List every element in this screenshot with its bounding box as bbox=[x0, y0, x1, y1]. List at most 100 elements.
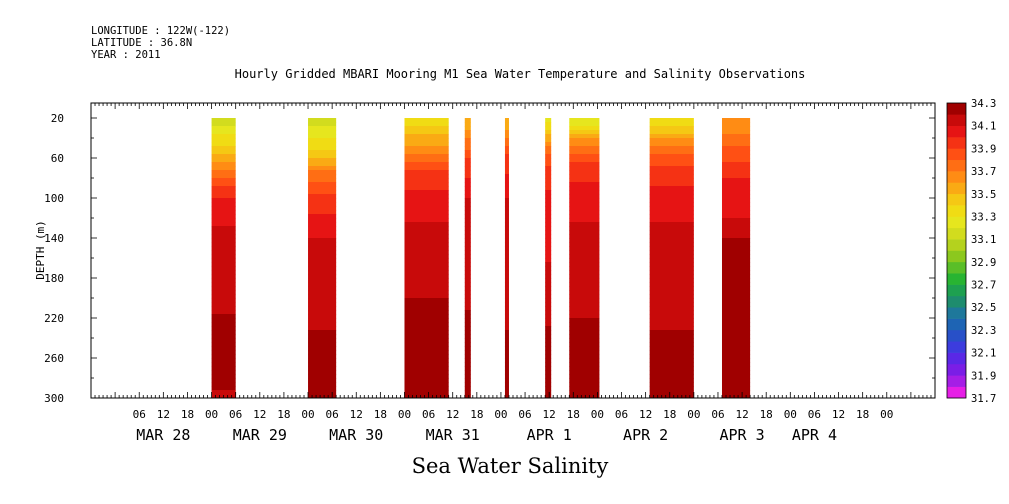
segment-8-cell bbox=[721, 186, 751, 191]
segment-0-cell bbox=[211, 302, 236, 307]
segment-7-cell bbox=[649, 214, 694, 219]
segment-5-cell bbox=[545, 310, 552, 315]
segment-0-cell bbox=[211, 354, 236, 359]
segment-7-cell bbox=[649, 202, 694, 207]
segment-5-cell bbox=[545, 166, 552, 171]
segment-7-cell bbox=[649, 358, 694, 363]
x-tick-label: 06 bbox=[133, 408, 146, 421]
date-label: MAR 29 bbox=[233, 426, 287, 444]
x-tick-label: 12 bbox=[543, 408, 556, 421]
segment-2-cell bbox=[404, 366, 449, 371]
segment-7-cell bbox=[649, 118, 694, 123]
segment-6-cell bbox=[569, 342, 600, 347]
segment-3-cell bbox=[464, 178, 471, 183]
segment-6-cell bbox=[569, 162, 600, 167]
segment-1-cell bbox=[308, 298, 337, 303]
segment-6-cell bbox=[569, 354, 600, 359]
segment-5-cell bbox=[545, 122, 552, 127]
segment-5-cell bbox=[545, 282, 552, 287]
colorbar-label: 32.9 bbox=[971, 257, 996, 269]
segment-7-cell bbox=[649, 194, 694, 199]
segment-1-cell bbox=[308, 190, 337, 195]
segment-8-cell bbox=[721, 370, 751, 375]
segment-4-cell bbox=[504, 310, 509, 315]
segment-5-cell bbox=[545, 338, 552, 343]
segment-6-cell bbox=[569, 126, 600, 131]
segment-1-cell bbox=[308, 198, 337, 203]
segment-0-cell bbox=[211, 258, 236, 263]
segment-2-cell bbox=[404, 310, 449, 315]
segment-3-cell bbox=[464, 366, 471, 371]
segment-8-cell bbox=[721, 378, 751, 383]
segment-5-cell bbox=[545, 250, 552, 255]
segment-1-cell bbox=[308, 366, 337, 371]
segment-5-cell bbox=[545, 346, 552, 351]
segment-7-cell bbox=[649, 282, 694, 287]
segment-3-cell bbox=[464, 158, 471, 163]
segment-1-cell bbox=[308, 210, 337, 215]
segment-5-cell bbox=[545, 390, 552, 395]
segment-5-cell bbox=[545, 202, 552, 207]
colorbar-swatch bbox=[947, 114, 966, 126]
segment-7-cell bbox=[649, 210, 694, 215]
segment-0-cell bbox=[211, 178, 236, 183]
longitude-label: LONGITUDE : 122W(-122) bbox=[91, 25, 231, 37]
segment-1-cell bbox=[308, 226, 337, 231]
segment-0-cell bbox=[211, 210, 236, 215]
segment-4-cell bbox=[504, 202, 509, 207]
x-tick-label: 06 bbox=[422, 408, 435, 421]
segment-7-cell bbox=[649, 314, 694, 319]
segment-7-cell bbox=[649, 222, 694, 227]
segment-7-cell bbox=[649, 294, 694, 299]
segment-6-cell bbox=[569, 130, 600, 135]
segment-4-cell bbox=[504, 274, 509, 279]
segment-2-cell bbox=[404, 126, 449, 131]
segment-3-cell bbox=[464, 202, 471, 207]
date-label: MAR 30 bbox=[329, 426, 383, 444]
segment-3-cell bbox=[464, 314, 471, 319]
segment-2-cell bbox=[404, 346, 449, 351]
segment-7-cell bbox=[649, 162, 694, 167]
segment-8-cell bbox=[721, 306, 751, 311]
segment-1-cell bbox=[308, 238, 337, 243]
segment-8-cell bbox=[721, 218, 751, 223]
segment-2-cell bbox=[404, 382, 449, 387]
colorbar-swatch bbox=[947, 125, 966, 138]
segment-0-cell bbox=[211, 226, 236, 231]
segment-4-cell bbox=[504, 162, 509, 167]
segment-3-cell bbox=[464, 394, 471, 398]
segment-8-cell bbox=[721, 222, 751, 227]
y-tick-label: 300 bbox=[44, 392, 64, 405]
segment-5-cell bbox=[545, 134, 552, 139]
y-axis-label: DEPTH (m) bbox=[34, 220, 47, 280]
segment-4-cell bbox=[504, 290, 509, 295]
x-tick-label: 12 bbox=[446, 408, 459, 421]
segment-2-cell bbox=[404, 214, 449, 219]
segment-5-cell bbox=[545, 302, 552, 307]
segment-6-cell bbox=[569, 334, 600, 339]
y-tick-label: 220 bbox=[44, 312, 64, 325]
segment-2-cell bbox=[404, 390, 449, 395]
colorbar-label: 31.9 bbox=[971, 370, 996, 382]
segment-3-cell bbox=[464, 258, 471, 263]
segment-8-cell bbox=[721, 386, 751, 391]
segment-1-cell bbox=[308, 266, 337, 271]
segment-2-cell bbox=[404, 118, 449, 123]
segment-6-cell bbox=[569, 390, 600, 395]
segment-5-cell bbox=[545, 230, 552, 235]
segment-0-cell bbox=[211, 146, 236, 151]
segment-3-cell bbox=[464, 146, 471, 151]
segment-1-cell bbox=[308, 250, 337, 255]
segment-3-cell bbox=[464, 142, 471, 147]
segment-7-cell bbox=[649, 126, 694, 131]
segment-6-cell bbox=[569, 378, 600, 383]
segment-8-cell bbox=[721, 366, 751, 371]
colorbar-label: 31.7 bbox=[971, 393, 996, 405]
x-tick-label: 12 bbox=[157, 408, 170, 421]
segment-7-cell bbox=[649, 246, 694, 251]
segment-0-cell bbox=[211, 206, 236, 211]
segment-6-cell bbox=[569, 338, 600, 343]
segment-2-cell bbox=[404, 242, 449, 247]
segment-0-cell bbox=[211, 306, 236, 311]
segment-6-cell bbox=[569, 254, 600, 259]
